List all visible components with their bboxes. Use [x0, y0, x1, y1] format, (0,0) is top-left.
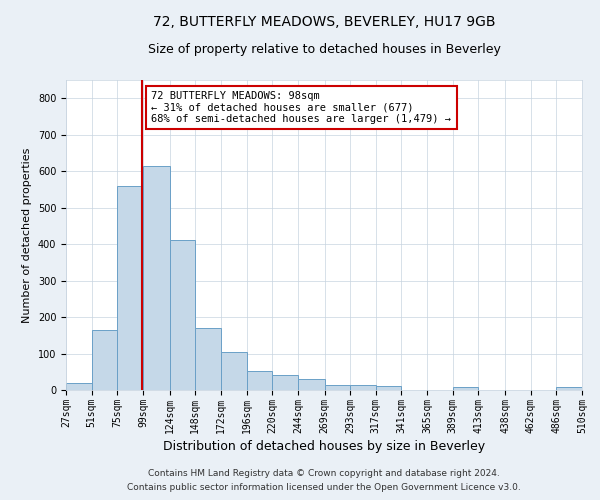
- Text: Contains HM Land Registry data © Crown copyright and database right 2024.: Contains HM Land Registry data © Crown c…: [148, 468, 500, 477]
- Text: 72, BUTTERFLY MEADOWS, BEVERLEY, HU17 9GB: 72, BUTTERFLY MEADOWS, BEVERLEY, HU17 9G…: [153, 15, 495, 29]
- Bar: [92, 330, 117, 390]
- Bar: [298, 379, 325, 390]
- Bar: [350, 386, 376, 390]
- Text: 72 BUTTERFLY MEADOWS: 98sqm
← 31% of detached houses are smaller (677)
68% of se: 72 BUTTERFLY MEADOWS: 98sqm ← 31% of det…: [151, 91, 451, 124]
- Text: Contains public sector information licensed under the Open Government Licence v3: Contains public sector information licen…: [127, 484, 521, 492]
- Bar: [556, 387, 582, 390]
- Bar: [376, 386, 401, 390]
- Text: Size of property relative to detached houses in Beverley: Size of property relative to detached ho…: [148, 42, 500, 56]
- Bar: [66, 382, 92, 390]
- Bar: [272, 376, 298, 390]
- Bar: [247, 371, 272, 390]
- Bar: [453, 387, 478, 390]
- X-axis label: Distribution of detached houses by size in Beverley: Distribution of detached houses by size …: [163, 440, 485, 453]
- Bar: [143, 166, 170, 390]
- Bar: [325, 384, 350, 390]
- Bar: [221, 352, 247, 390]
- Y-axis label: Number of detached properties: Number of detached properties: [22, 148, 32, 322]
- Bar: [170, 240, 195, 390]
- Bar: [117, 186, 143, 390]
- Bar: [195, 328, 221, 390]
